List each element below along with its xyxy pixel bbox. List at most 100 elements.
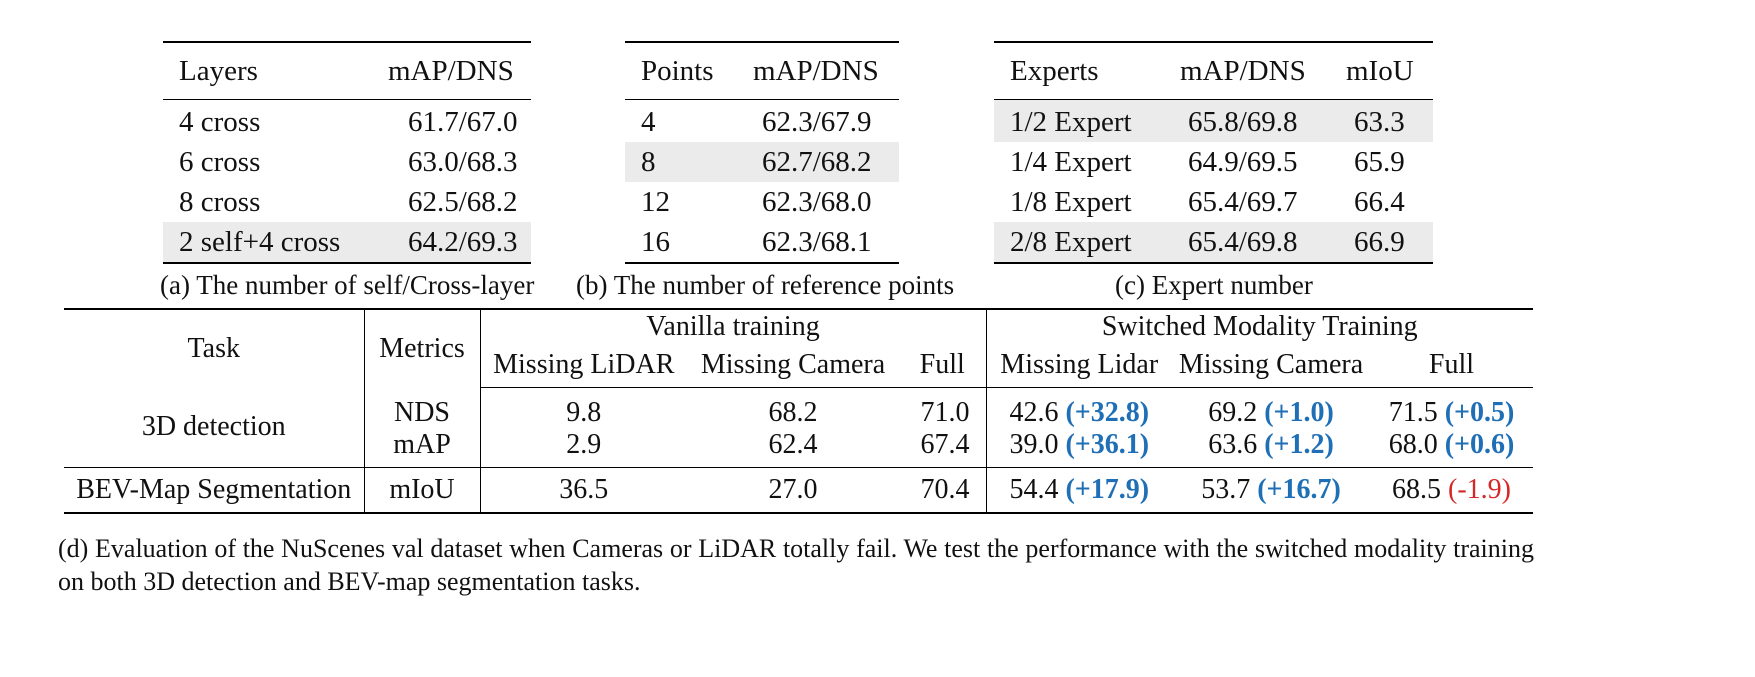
- table-row-best: 2/8 Expert 65.4/69.8 66.9: [994, 222, 1433, 263]
- table-d-cell: 36.5: [480, 467, 687, 514]
- table-d-cell: 42.6 (+32.8): [986, 387, 1172, 429]
- table-d-cell: 53.7 (+16.7): [1172, 467, 1370, 514]
- table-c-header-map: mAP/DNS: [1180, 55, 1306, 87]
- table-c-cell: 1/2 Expert: [1010, 106, 1132, 138]
- delta-positive: (+36.1): [1065, 429, 1150, 460]
- delta-positive: (+1.0): [1264, 397, 1334, 428]
- value: 53.7: [1201, 473, 1251, 505]
- table-a-cell: 6 cross: [179, 146, 261, 178]
- table-b-cell: 12: [641, 186, 670, 218]
- table-a-header-layers: Layers: [179, 55, 258, 87]
- caption-d: (d) Evaluation of the NuScenes val datas…: [58, 534, 1534, 596]
- value: 68.5: [1392, 473, 1441, 505]
- table-d-header-vanilla: Vanilla training: [480, 308, 987, 343]
- table-d-cell: 27.0: [687, 467, 899, 514]
- table-d-cell: 71.5 (+0.5): [1370, 387, 1533, 429]
- table-a-cell: 2 self+4 cross: [179, 226, 341, 258]
- table-row: mAP 2.9 62.4 67.4 39.0 (+36.1) 63.6 (+1.…: [64, 429, 1533, 468]
- table-d: Task Metrics Vanilla training Switched M…: [64, 308, 1533, 514]
- table-d-cell: 63.6 (+1.2): [1172, 429, 1370, 468]
- table-a-cell: 8 cross: [179, 186, 261, 218]
- table-a-cell: 64.2/69.3: [408, 226, 518, 258]
- table-c-cell: 1/4 Expert: [1010, 146, 1132, 178]
- table-d-cell: 68.0 (+0.6): [1370, 429, 1533, 468]
- delta-positive: (+16.7): [1257, 473, 1341, 505]
- table-a: Layers mAP/DNS 4 cross 61.7/67.0 6 cross…: [163, 41, 531, 264]
- table-c-cell: 66.9: [1354, 226, 1405, 258]
- table-d-cell: 67.4: [899, 429, 987, 468]
- table-b-cell: 62.3/68.0: [762, 186, 872, 218]
- table-d-cell: 39.0 (+36.1): [986, 429, 1172, 468]
- table-b-cell: 62.7/68.2: [762, 146, 872, 178]
- table-d-cell: 9.8: [566, 397, 602, 428]
- table-a-header-map: mAP/DNS: [388, 55, 514, 87]
- table-c-cell: 1/8 Expert: [1010, 186, 1132, 218]
- table-d-subheader: Missing Camera: [687, 343, 899, 388]
- table-row: 3D detection NDS 9.8 68.2 71.0 42.6 (+32…: [64, 387, 1533, 468]
- value: 68.0: [1388, 429, 1438, 460]
- table-c-header-experts: Experts: [1010, 55, 1099, 87]
- table-c-cell: 65.9: [1354, 146, 1405, 178]
- table-b-cell: 4: [641, 106, 656, 138]
- table-b: Points mAP/DNS 4 62.3/67.9 8 62.7/68.2 1…: [625, 41, 899, 264]
- table-d-cell: 54.4 (+17.9): [986, 467, 1172, 514]
- table-d-task-segmentation: BEV-Map Segmentation: [64, 467, 365, 514]
- table-row: 16 62.3/68.1: [625, 222, 899, 263]
- value: 69.2: [1208, 397, 1258, 428]
- table-row: BEV-Map Segmentation mIoU 36.5 27.0 70.4…: [64, 467, 1533, 514]
- table-d-metric: mAP: [364, 429, 481, 468]
- table-d-subheader: Missing Lidar: [986, 343, 1172, 388]
- table-a-cell: 61.7/67.0: [408, 106, 518, 138]
- table-d-header-task: Task: [64, 308, 365, 387]
- table-c-cell: 65.4/69.7: [1188, 186, 1298, 218]
- table-b-cell: 16: [641, 226, 670, 258]
- caption-a: (a) The number of self/Cross-layer: [160, 270, 535, 300]
- delta-positive: (+1.2): [1264, 429, 1334, 460]
- table-c-cell: 65.8/69.8: [1188, 106, 1298, 138]
- table-b-header-points: Points: [641, 55, 714, 87]
- table-d-subheader: Full: [1370, 343, 1533, 388]
- table-c-cell: 63.3: [1354, 106, 1405, 138]
- delta-negative: (-1.9): [1448, 473, 1511, 505]
- value: 63.6: [1208, 429, 1258, 460]
- table-d-cell: 68.2: [768, 397, 818, 428]
- table-c-cell: 2/8 Expert: [1010, 226, 1132, 258]
- table-d-task-detection: 3D detection: [64, 387, 365, 468]
- table-row: 8 cross 62.5/68.2: [163, 182, 531, 222]
- table-d-cell: 70.4: [899, 467, 987, 514]
- table-c-cell: 64.9/69.5: [1188, 146, 1298, 178]
- delta-positive: (+0.5): [1444, 397, 1515, 428]
- table-b-cell: 62.3/68.1: [762, 226, 872, 258]
- table-a-cell: 62.5/68.2: [408, 186, 518, 218]
- table-d-cell: 71.0: [899, 387, 987, 429]
- caption-c: (c) Expert number: [1115, 270, 1313, 300]
- table-d-subheader: Missing LiDAR: [480, 343, 687, 388]
- table-b-cell: 62.3/67.9: [762, 106, 872, 138]
- table-c: Experts mAP/DNS mIoU 1/2 Expert 65.8/69.…: [994, 41, 1433, 264]
- table-d-header-metrics: Metrics: [364, 308, 481, 387]
- caption-b: (b) The number of reference points: [576, 270, 955, 300]
- table-c-cell: 66.4: [1354, 186, 1405, 218]
- delta-positive: (+32.8): [1065, 397, 1150, 428]
- table-d-cell: 2.9: [480, 429, 687, 468]
- value: 54.4: [1009, 473, 1059, 505]
- table-row-best: 8 62.7/68.2: [625, 142, 899, 182]
- table-d-subheader: Full: [899, 343, 987, 388]
- table-row: 12 62.3/68.0: [625, 182, 899, 222]
- table-d-cell: 62.4: [687, 429, 899, 468]
- value: 42.6: [1009, 397, 1059, 428]
- table-d-cell: 68.5 (-1.9): [1370, 467, 1533, 514]
- table-d-header-switched: Switched Modality Training: [986, 308, 1533, 343]
- table-row: 1/4 Expert 64.9/69.5 65.9: [994, 142, 1433, 182]
- table-row: 4 cross 61.7/67.0: [163, 100, 531, 143]
- value: 39.0: [1009, 429, 1059, 460]
- table-row: 6 cross 63.0/68.3: [163, 142, 531, 182]
- delta-positive: (+0.6): [1444, 429, 1515, 460]
- table-a-cell: 63.0/68.3: [408, 146, 518, 178]
- table-row-best: 2 self+4 cross 64.2/69.3: [163, 222, 531, 263]
- table-b-cell: 8: [641, 146, 656, 178]
- table-d-subheader: Missing Camera: [1172, 343, 1370, 388]
- table-row: 1/2 Expert 65.8/69.8 63.3: [994, 99, 1433, 142]
- table-b-header-map: mAP/DNS: [753, 55, 879, 87]
- value: 71.5: [1388, 397, 1438, 428]
